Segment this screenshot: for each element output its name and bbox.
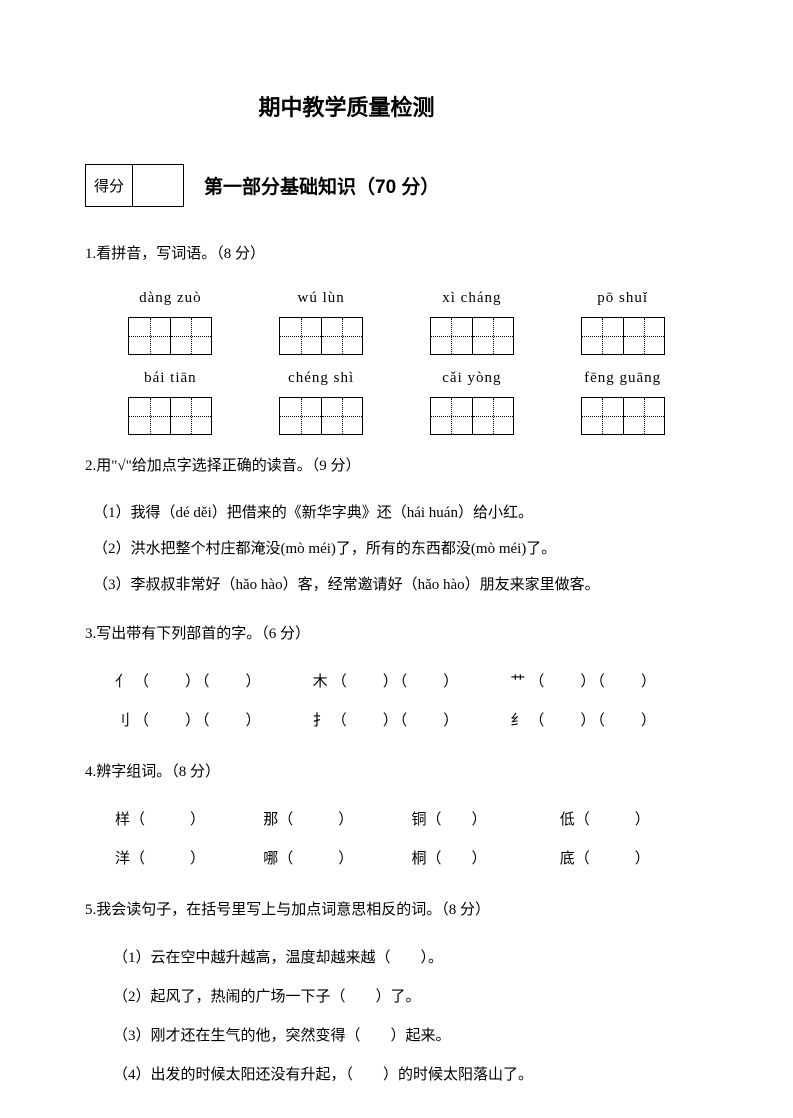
radical-group: 刂（ ）（ ） [115,702,313,741]
char-box-pair[interactable] [430,397,514,435]
pinyin-text: bái tiān [144,363,197,393]
word-char: 底 [560,851,575,867]
q3-text: 3.写出带有下列部首的字。（6 分） [85,619,708,649]
char-box-pair[interactable] [128,317,212,355]
pinyin-item: chéng shì [279,363,363,435]
blank[interactable]: （ ） [130,851,205,867]
radical-group: 艹（ ）（ ） [510,663,708,702]
pinyin-text: fēng guāng [584,363,661,393]
radical-group: 扌（ ）（ ） [313,702,511,741]
pinyin-row-1: dàng zuò wú lùn xì cháng pō shuǐ [85,283,708,355]
char-box-pair[interactable] [279,397,363,435]
word-group: 哪（ ） [263,840,411,879]
word-group: 桐（ ） [412,840,560,879]
blank[interactable]: （ ）（ ） [134,702,263,741]
question-4: 4.辨字组词。（8 分） 样（ ） 那（ ） 铜（ ） 低（ ） 洋（ ） 哪（… [85,757,708,879]
page-title: 期中教学质量检测 [0,90,708,122]
pinyin-text: xì cháng [442,283,501,313]
word-group: 底（ ） [560,840,708,879]
q2-item-1: （1）我得（dé děi）把借来的《新华字典》还（hái huán）给小红。 [85,495,708,531]
pinyin-item: bái tiān [128,363,212,435]
q4-text: 4.辨字组词。（8 分） [85,757,708,787]
word-char: 铜 [412,812,427,828]
char-box-pair[interactable] [581,397,665,435]
radical-row-2: 刂（ ）（ ） 扌（ ）（ ） 纟（ ）（ ） [85,702,708,741]
blank[interactable]: （ ） [427,812,487,828]
word-group: 洋（ ） [115,840,263,879]
radical-char: 扌 [313,702,328,741]
pinyin-item: xì cháng [430,283,514,355]
blank[interactable]: （ ）（ ） [332,663,461,702]
char-box-pair[interactable] [430,317,514,355]
char-box-pair[interactable] [279,317,363,355]
pinyin-text: wú lùn [298,283,345,313]
word-group: 样（ ） [115,801,263,840]
q2-item-3: （3）李叔叔非常好（hǎo hào）客，经常邀请好（hǎo hào）朋友来家里做… [85,567,708,603]
radical-row-1: 亻（ ）（ ） 木（ ）（ ） 艹（ ）（ ） [85,663,708,702]
q1-text: 1.看拼音，写词语。（8 分） [85,239,708,269]
q5-item-2: （2）起风了，热闹的广场一下子（ ）了。 [85,978,708,1017]
radical-char: 纟 [510,702,525,741]
q5-item-4: （4）出发的时候太阳还没有升起，（ ）的时候太阳落山了。 [85,1056,708,1095]
blank[interactable]: （ ） [575,851,650,867]
radical-group: 木（ ）（ ） [313,663,511,702]
blank[interactable]: （ ） [278,812,353,828]
pinyin-text: chéng shì [288,363,354,393]
pinyin-text: dàng zuò [139,283,202,313]
question-3: 3.写出带有下列部首的字。（6 分） 亻（ ）（ ） 木（ ）（ ） 艹（ ）（… [85,619,708,741]
blank[interactable]: （ ）（ ） [332,702,461,741]
word-row-1: 样（ ） 那（ ） 铜（ ） 低（ ） [85,801,708,840]
q5-item-3: （3）刚才还在生气的他，突然变得（ ）起来。 [85,1017,708,1056]
blank[interactable]: （ ）（ ） [529,663,658,702]
pinyin-item: cǎi yòng [430,363,514,435]
char-box-pair[interactable] [128,397,212,435]
question-2: 2.用"√"给加点字选择正确的读音。（9 分） （1）我得（dé děi）把借来… [85,451,708,603]
pinyin-text: cǎi yòng [442,363,501,393]
blank[interactable]: （ ） [130,812,205,828]
radical-char: 木 [313,663,328,702]
word-char: 那 [263,812,278,828]
score-value[interactable] [133,165,183,206]
word-row-2: 洋（ ） 哪（ ） 桐（ ） 底（ ） [85,840,708,879]
word-char: 低 [560,812,575,828]
radical-char: 艹 [510,663,525,702]
radical-group: 亻（ ）（ ） [115,663,313,702]
pinyin-item: fēng guāng [581,363,665,435]
pinyin-item: wú lùn [279,283,363,355]
word-group: 铜（ ） [412,801,560,840]
question-5: 5.我会读句子，在括号里写上与加点词意思相反的词。（8 分） （1）云在空中越升… [85,895,708,1095]
blank[interactable]: （ ）（ ） [134,663,263,702]
blank[interactable]: （ ）（ ） [529,702,658,741]
q5-item-1: （1）云在空中越升越高，温度却越来越（ ）。 [85,939,708,978]
q2-text: 2.用"√"给加点字选择正确的读音。（9 分） [85,451,708,481]
q5-text: 5.我会读句子，在括号里写上与加点词意思相反的词。（8 分） [85,895,708,925]
word-char: 样 [115,812,130,828]
word-char: 洋 [115,851,130,867]
radical-group: 纟（ ）（ ） [510,702,708,741]
pinyin-item: pō shuǐ [581,283,665,355]
section-title: 第一部分基础知识（70 分） [204,172,439,199]
question-1: 1.看拼音，写词语。（8 分） dàng zuò wú lùn xì cháng… [85,239,708,435]
blank[interactable]: （ ） [278,851,353,867]
blank[interactable]: （ ） [575,812,650,828]
score-box: 得分 [85,164,184,207]
section-header: 得分 第一部分基础知识（70 分） [85,164,708,207]
blank[interactable]: （ ） [427,851,487,867]
pinyin-row-2: bái tiān chéng shì cǎi yòng fēng guāng [85,363,708,435]
pinyin-text: pō shuǐ [597,283,648,313]
word-group: 低（ ） [560,801,708,840]
score-label: 得分 [86,165,133,206]
word-char: 桐 [412,851,427,867]
q2-item-2: （2）洪水把整个村庄都淹没(mò méi)了，所有的东西都没(mò méi)了。 [85,531,708,567]
radical-char: 亻 [115,663,130,702]
char-box-pair[interactable] [581,317,665,355]
word-char: 哪 [263,851,278,867]
pinyin-item: dàng zuò [128,283,212,355]
word-group: 那（ ） [263,801,411,840]
radical-char: 刂 [115,702,130,741]
